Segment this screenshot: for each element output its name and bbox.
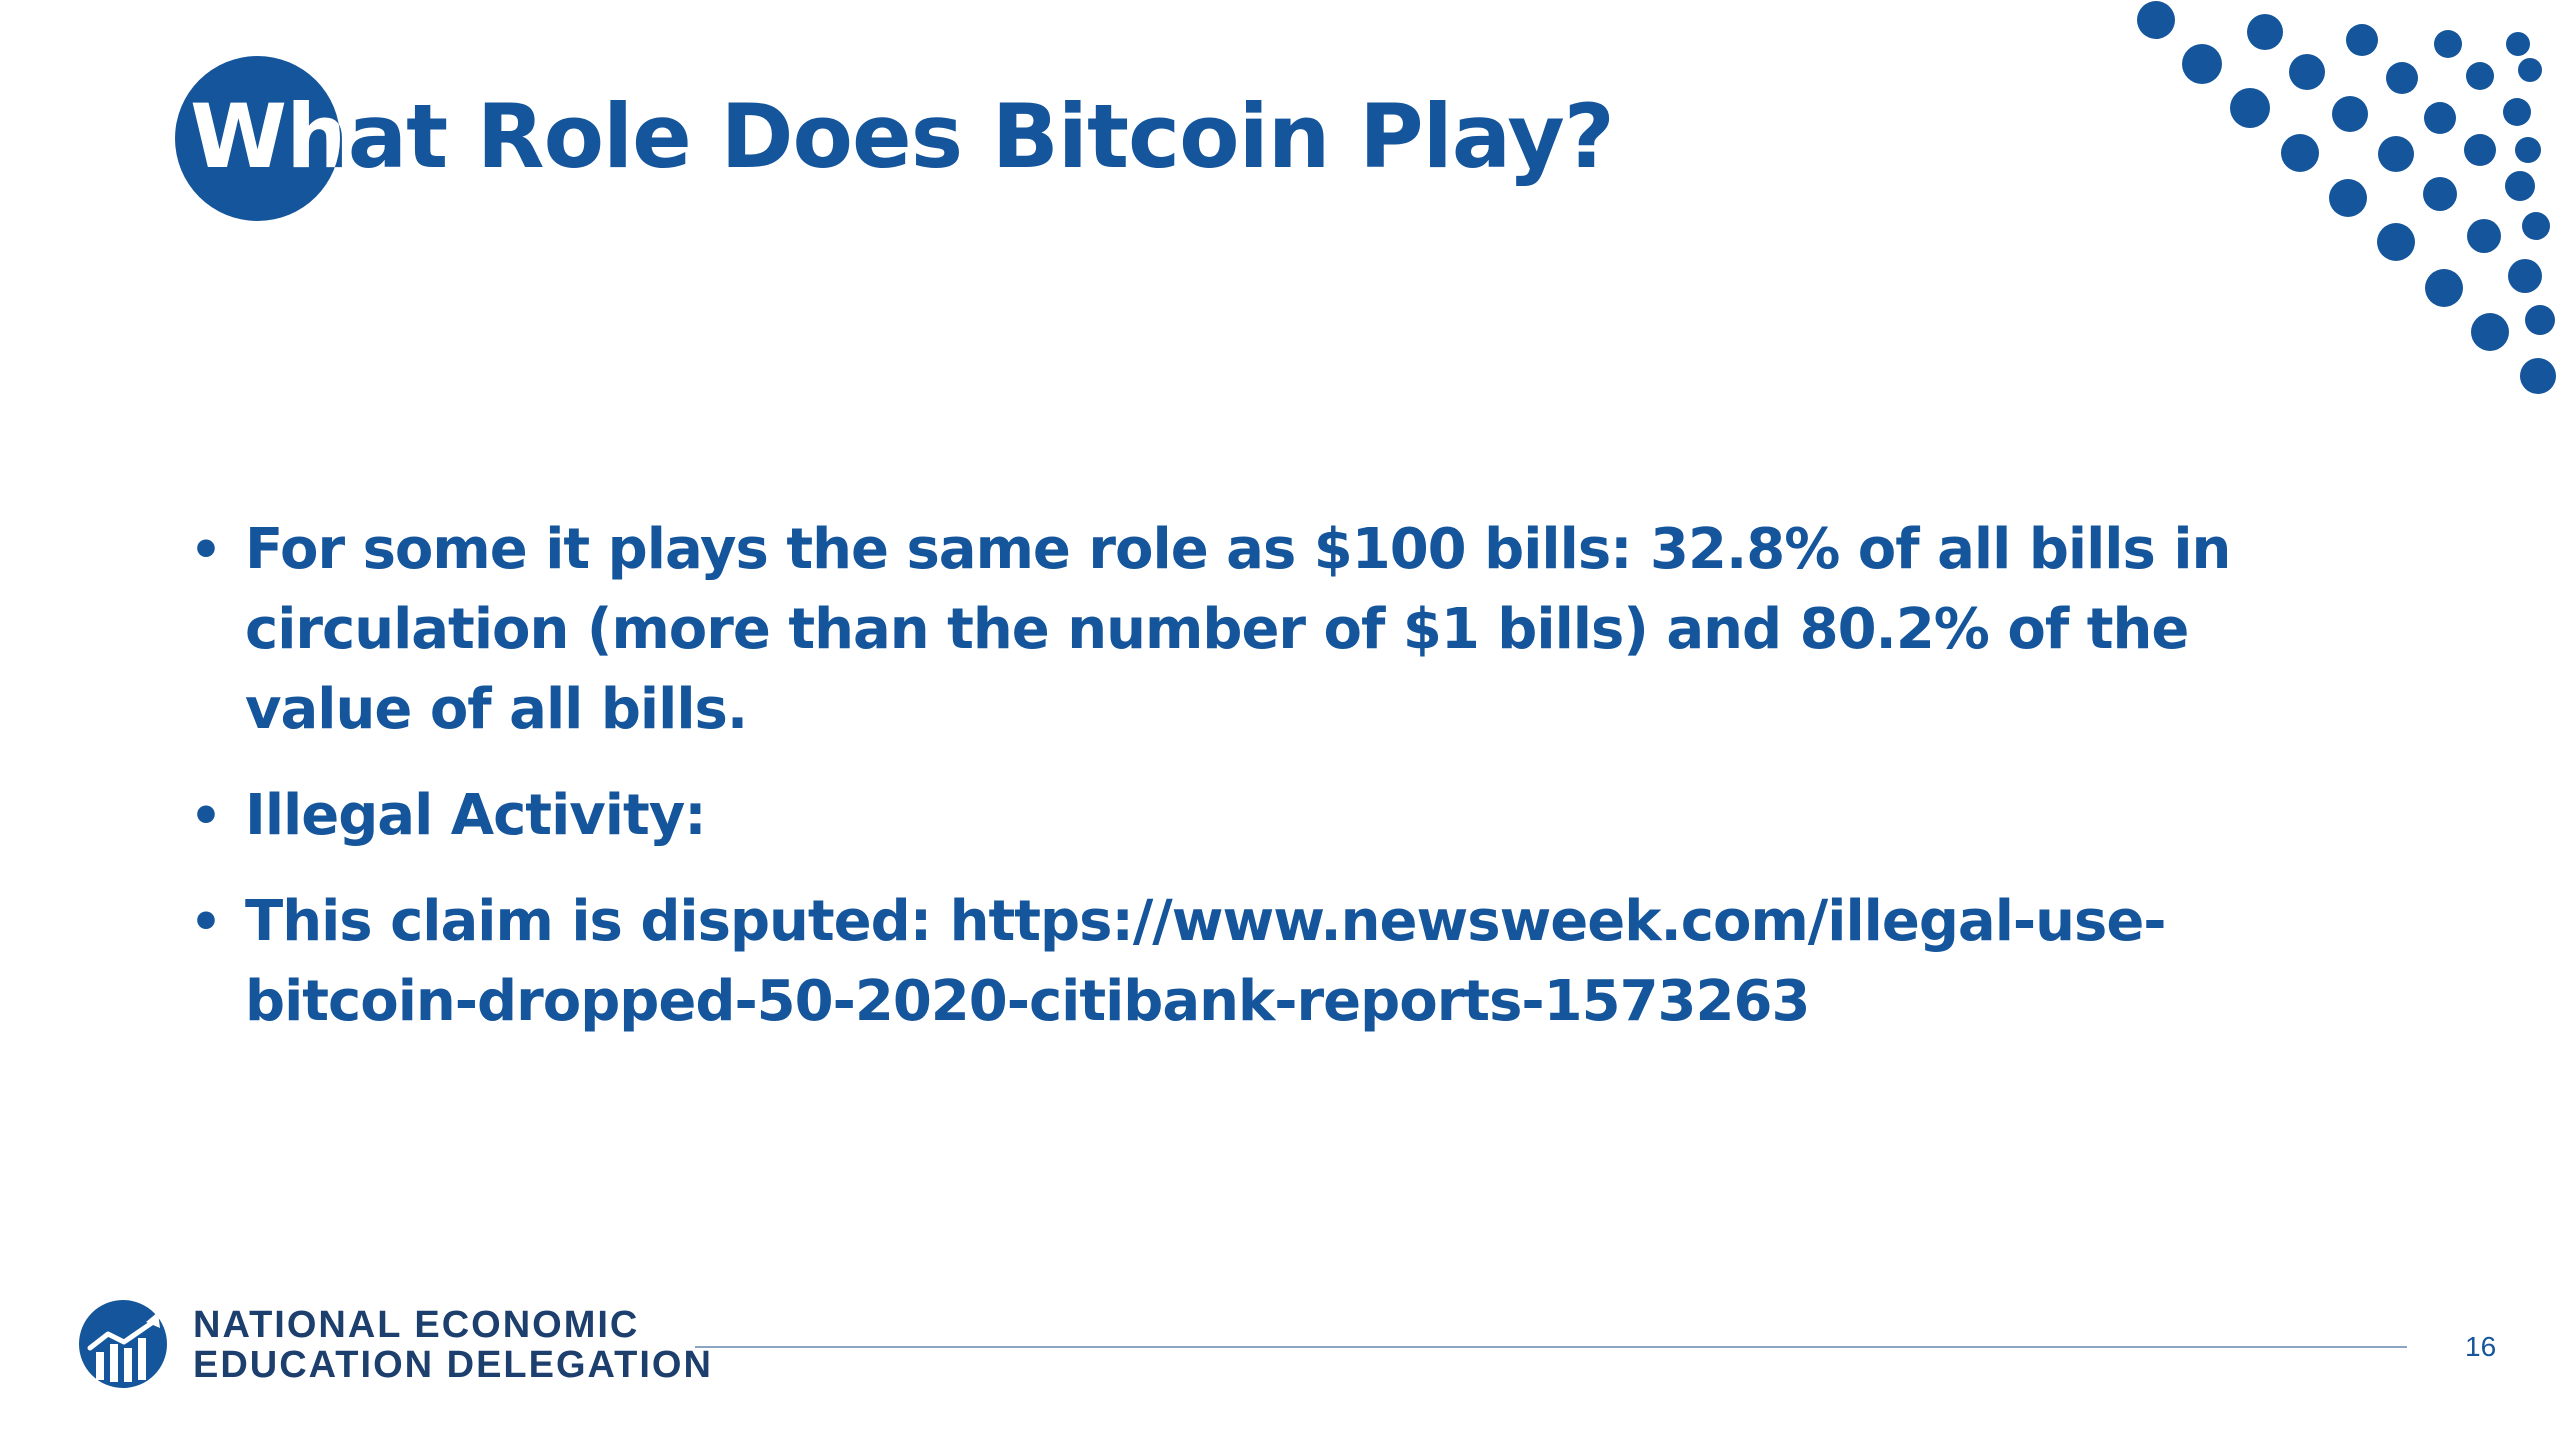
title-overlay: What Role Does Bitcoin Play?	[190, 72, 1614, 202]
decorative-dot	[2346, 24, 2378, 56]
decorative-dot	[2378, 136, 2414, 172]
decorative-dot	[2520, 358, 2556, 394]
bullet-item-illegal: • Illegal Activity:	[190, 776, 2290, 856]
bullet-item-bills: • For some it plays the same role as $10…	[190, 510, 2290, 750]
title-container: What Role Does Bitcoin Play?	[190, 72, 2090, 202]
bullet-marker: •	[190, 521, 222, 579]
decorative-dot	[2377, 223, 2415, 261]
decorative-dot	[2466, 62, 2494, 90]
decorative-dot	[2503, 98, 2531, 126]
organization-name: NATIONAL ECONOMIC EDUCATION DELEGATION	[193, 1305, 713, 1385]
decorative-dot	[2182, 44, 2222, 84]
bullet-marker: •	[190, 893, 222, 951]
decorative-dot	[2329, 179, 2367, 217]
decorative-dot	[2281, 134, 2319, 172]
decorative-dot	[2518, 58, 2542, 82]
need-logo-icon	[79, 1300, 167, 1388]
decorative-dot	[2386, 62, 2418, 94]
decorative-dot	[2423, 177, 2457, 211]
decorative-dot	[2425, 269, 2463, 307]
decorative-dot	[2525, 305, 2555, 335]
decorative-dot	[2230, 88, 2270, 128]
bullet-marker: •	[190, 787, 222, 845]
decorative-dot	[2464, 134, 2496, 166]
bullet-text-disputed: This claim is disputed: https://www.news…	[245, 889, 2167, 1034]
bullet-item-disputed: • This claim is disputed: https://www.ne…	[190, 882, 2290, 1042]
bullet-text-illegal: Illegal Activity:	[245, 783, 707, 848]
decorative-dot	[2289, 54, 2325, 90]
title-accent-circle	[175, 56, 340, 221]
decorative-dot	[2332, 96, 2368, 132]
decorative-dot	[2424, 102, 2456, 134]
bullet-list: • For some it plays the same role as $10…	[190, 510, 2290, 1068]
decorative-dot	[2515, 137, 2541, 163]
decorative-dot	[2508, 259, 2542, 293]
decorative-dot	[2434, 30, 2462, 58]
page-number: 16	[2465, 1331, 2497, 1362]
bullet-text-bills: For some it plays the same role as $100 …	[245, 517, 2231, 742]
footer-divider	[695, 1346, 2407, 1348]
decorative-dot	[2467, 219, 2501, 253]
decorative-dot	[2247, 14, 2283, 50]
decorative-dot	[2471, 313, 2509, 351]
decorative-dot	[2506, 32, 2530, 56]
organization-name-line1: NATIONAL ECONOMIC	[193, 1304, 640, 1346]
slide-title-overlay: What Role Does Bitcoin Play?	[190, 85, 1614, 188]
organization-name-line2: EDUCATION DELEGATION	[193, 1344, 713, 1386]
decorative-dot	[2522, 212, 2550, 240]
slide-title: What Role Does Bitcoin Play?	[190, 85, 1615, 188]
decorative-dot	[2137, 1, 2175, 39]
decorative-dot	[2505, 171, 2535, 201]
